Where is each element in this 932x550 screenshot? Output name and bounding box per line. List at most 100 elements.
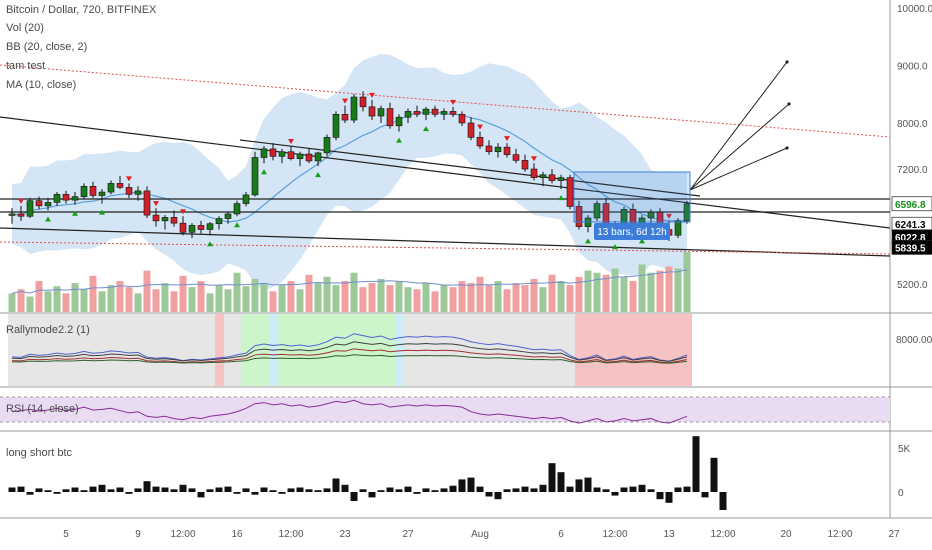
volume-bar <box>512 283 520 312</box>
rally-zone <box>224 314 242 386</box>
rsi-pane <box>0 396 890 424</box>
range-measure[interactable]: 13 bars, 6d 12h <box>573 171 691 240</box>
long-short-bar <box>413 492 421 494</box>
sell-marker <box>450 99 456 105</box>
long-short-bar <box>206 489 214 492</box>
volume-bar <box>530 278 538 312</box>
rally-zone <box>215 314 224 386</box>
candle-body <box>233 203 241 215</box>
candle-body <box>359 96 367 108</box>
volume-bar <box>575 276 583 312</box>
candle-body <box>575 206 583 227</box>
range-measure-box[interactable] <box>573 171 691 223</box>
long-short-bar <box>575 479 583 492</box>
rallymode-label[interactable]: Rallymode2.2 (1) <box>6 324 90 336</box>
long-short-bar <box>611 492 619 496</box>
indicator-tam-label[interactable]: tam test <box>6 60 45 72</box>
buy-marker <box>558 195 564 201</box>
volume-bar <box>503 289 511 312</box>
candle-body <box>557 177 565 181</box>
candle-body <box>530 168 538 178</box>
long-short-bar <box>629 486 637 492</box>
volume-bar <box>35 281 43 312</box>
candle-body <box>341 114 349 121</box>
time-tick: 12:00 <box>710 529 735 540</box>
price-axis[interactable]: 10000.0 9000.0 8000.0 7200.0 5200.0 6596.8 624… <box>891 4 932 291</box>
candle-body <box>566 177 574 207</box>
candle-body <box>170 217 178 224</box>
long-short-bar <box>341 484 349 492</box>
candle-body <box>296 153 304 159</box>
long-short-bar <box>584 477 592 492</box>
candle-body <box>377 108 385 117</box>
buy-marker <box>99 209 105 215</box>
long-short-bar <box>512 488 520 492</box>
rally-zone <box>8 314 215 386</box>
long-short-bar <box>395 489 403 492</box>
candle-body <box>503 146 511 155</box>
long-short-bar <box>44 490 52 492</box>
candle-body <box>476 137 484 147</box>
indicator-vol-label[interactable]: Vol (20) <box>6 22 44 34</box>
long-short-bar <box>152 486 160 492</box>
volume-bar <box>323 276 331 312</box>
time-tick: 6 <box>558 529 564 540</box>
long-short-bar <box>638 484 646 492</box>
buy-marker <box>234 222 240 228</box>
rally-zone <box>395 314 404 386</box>
trend-line <box>0 116 891 229</box>
indicator-ma-label[interactable]: MA (10, close) <box>6 79 76 91</box>
time-axis[interactable]: 5 9 12:00 16 12:00 23 27 Aug 6 12:00 13 12:00 20 12:0… <box>63 529 900 540</box>
trend-line <box>689 61 788 191</box>
time-tick: 20 <box>780 529 792 540</box>
candle-body <box>98 191 106 196</box>
long-short-bar <box>719 492 727 510</box>
long-short-bar <box>503 489 511 492</box>
candle-body <box>521 160 529 170</box>
long-short-label[interactable]: long short btc <box>6 447 73 459</box>
volume-bar <box>26 296 34 312</box>
ls-axis-tick-0: 0 <box>898 488 904 499</box>
time-tick: 12:00 <box>170 529 195 540</box>
indicator-bb-label[interactable]: BB (20, close, 2) <box>6 41 87 53</box>
volume-bar <box>539 287 547 312</box>
rally-line <box>11 333 688 362</box>
candle-body <box>89 185 97 196</box>
volume-bar <box>449 287 457 312</box>
long-short-bar <box>197 492 205 498</box>
volume-bar <box>143 270 151 312</box>
volume-bar <box>386 285 394 312</box>
buy-marker <box>585 238 591 244</box>
candle-body <box>71 196 79 201</box>
volume-bar <box>521 285 529 312</box>
candle-body <box>539 174 547 178</box>
candle-body <box>134 190 142 195</box>
long-short-bar <box>188 488 196 492</box>
trend-line <box>0 64 891 138</box>
candle-body <box>431 108 439 115</box>
volume-bar <box>332 285 340 312</box>
volume-bar <box>17 289 25 312</box>
volume-bar <box>188 287 196 312</box>
price-tag-label: 6022.8 <box>895 233 926 244</box>
symbol-title[interactable]: Bitcoin / Dollar, 720, BITFINEX <box>6 4 157 16</box>
volume-bar <box>242 286 250 312</box>
time-tick: 16 <box>231 529 243 540</box>
candle-body <box>395 116 403 127</box>
long-short-bar <box>305 489 313 492</box>
volume-bars <box>8 252 691 312</box>
long-short-bar <box>233 492 241 494</box>
long-short-bar <box>296 487 304 492</box>
volume-bar <box>71 283 79 312</box>
long-short-bar <box>485 492 493 497</box>
long-short-bar <box>656 492 664 500</box>
long-short-bar <box>89 486 97 492</box>
candle-body <box>224 213 232 219</box>
volume-bar <box>287 281 295 312</box>
volume-bar <box>170 291 178 312</box>
price-tag-label: 6241.3 <box>895 220 926 231</box>
sell-marker <box>288 138 294 144</box>
volume-bar <box>197 281 205 312</box>
volume-bar <box>89 275 97 312</box>
rsi-label[interactable]: RSI (14, close) <box>6 403 79 415</box>
